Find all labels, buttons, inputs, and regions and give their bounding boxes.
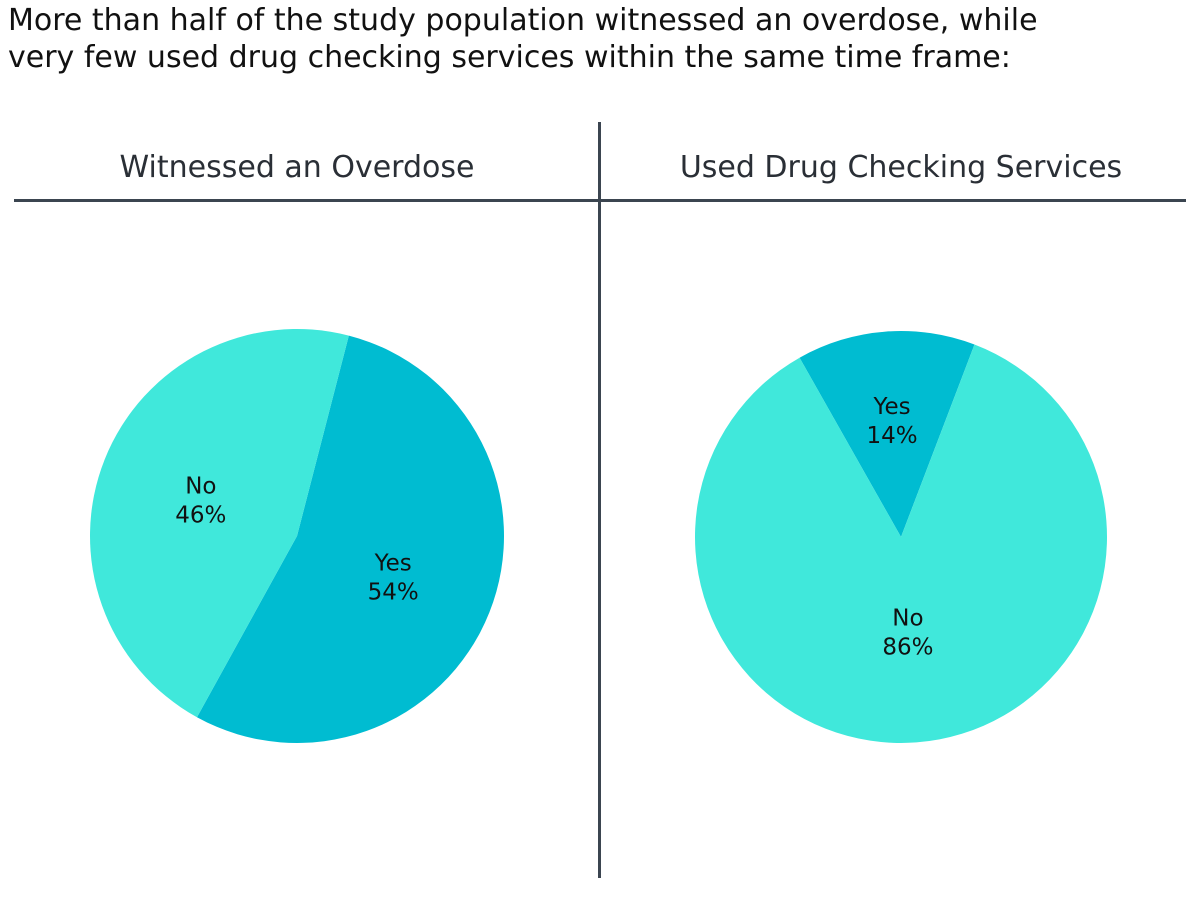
pie-0-label-yes-value: 54% (368, 579, 419, 605)
pie-1-label-no-value: 86% (882, 634, 933, 660)
headline: More than half of the study population w… (8, 2, 1188, 76)
pie-1-label-yes-value: 14% (866, 423, 917, 449)
pie-1-slice-no (695, 344, 1107, 743)
chart-title-witnessed-overdose: Witnessed an Overdose (119, 150, 475, 185)
pie-1-slice-yes (799, 331, 975, 537)
pie-0-slice-yes (196, 335, 505, 743)
chart-title-drug-checking: Used Drug Checking Services (679, 150, 1123, 185)
pie-1-label-yes-category: Yes (872, 394, 910, 420)
pie-0-label-yes-category: Yes (374, 550, 412, 576)
pie-1-label-no-category: No (892, 605, 923, 631)
headline-line-2: very few used drug checking services wit… (8, 40, 1011, 75)
pie-0-slice-no (90, 329, 349, 718)
vertical-divider (598, 122, 601, 878)
pie-0-label-no-value: 46% (175, 503, 226, 529)
headline-line-1: More than half of the study population w… (8, 3, 1038, 38)
pie-0-label-no-category: No (185, 474, 216, 500)
